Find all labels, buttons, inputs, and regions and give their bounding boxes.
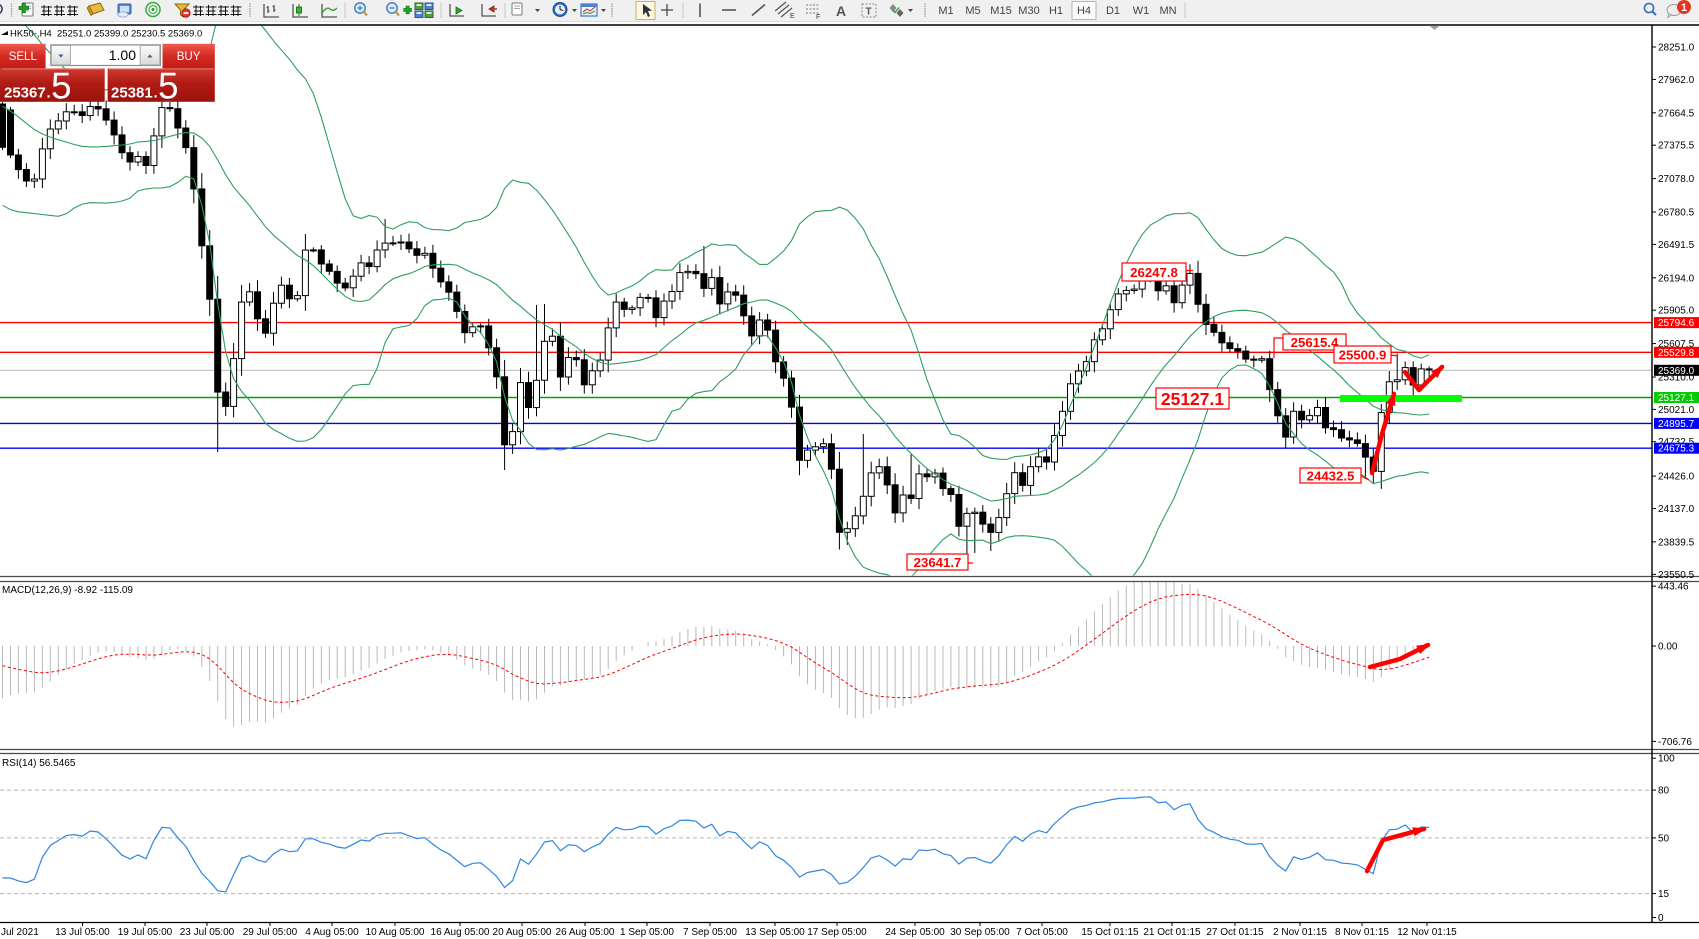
svg-text:2 Nov 01:15: 2 Nov 01:15: [1273, 927, 1327, 938]
svg-text:.: .: [154, 85, 158, 102]
svg-text:1 Sep 05:00: 1 Sep 05:00: [620, 927, 674, 938]
svg-text:1: 1: [1681, 2, 1687, 14]
svg-text:26194.0: 26194.0: [1658, 273, 1695, 284]
svg-text:M5: M5: [965, 5, 980, 17]
svg-text:19 Jul 05:00: 19 Jul 05:00: [118, 927, 173, 938]
svg-text:5: 5: [51, 66, 72, 107]
svg-text:7 Sep 05:00: 7 Sep 05:00: [683, 927, 737, 938]
svg-text:M30: M30: [1018, 5, 1039, 17]
svg-text:8 Nov 01:15: 8 Nov 01:15: [1335, 927, 1389, 938]
svg-text:BUY: BUY: [177, 51, 201, 63]
svg-text:1.00: 1.00: [109, 47, 136, 63]
svg-text:16 Aug 05:00: 16 Aug 05:00: [431, 927, 490, 938]
svg-text:W1: W1: [1133, 5, 1150, 17]
svg-text:.: .: [47, 85, 51, 102]
svg-text:25615.4: 25615.4: [1291, 335, 1339, 350]
svg-text:15: 15: [1658, 889, 1670, 900]
svg-text:25367: 25367: [4, 85, 46, 102]
svg-text:-706.76: -706.76: [1658, 737, 1692, 748]
svg-text:24426.0: 24426.0: [1658, 472, 1695, 483]
svg-text:100: 100: [1658, 754, 1675, 765]
svg-text:24137.0: 24137.0: [1658, 504, 1695, 515]
svg-text:D1: D1: [1106, 5, 1120, 17]
svg-text:HK50-,H4 25251.0 25399.0 2523: HK50-,H4 25251.0 25399.0 25230.5 25369.0: [10, 29, 202, 40]
svg-text:25905.0: 25905.0: [1658, 306, 1695, 317]
svg-text:H4: H4: [1077, 5, 1091, 17]
svg-text:30 Sep 05:00: 30 Sep 05:00: [950, 927, 1010, 938]
svg-text:MACD(12,26,9) -8.92 -115.09: MACD(12,26,9) -8.92 -115.09: [2, 585, 133, 596]
svg-text:26780.5: 26780.5: [1658, 208, 1695, 219]
svg-text:27664.5: 27664.5: [1658, 108, 1695, 119]
svg-text:10 Aug 05:00: 10 Aug 05:00: [366, 927, 425, 938]
svg-text:MN: MN: [1159, 5, 1176, 17]
svg-text:26491.5: 26491.5: [1658, 240, 1695, 251]
svg-text:27078.0: 27078.0: [1658, 174, 1695, 185]
svg-text:RSI(14) 56.5465: RSI(14) 56.5465: [2, 758, 76, 769]
svg-text:24895.7: 24895.7: [1658, 419, 1695, 430]
svg-text:20 Aug 05:00: 20 Aug 05:00: [493, 927, 552, 938]
svg-text:25127.1: 25127.1: [1658, 393, 1695, 404]
svg-text:25381: 25381: [111, 85, 153, 102]
svg-text:25794.6: 25794.6: [1658, 318, 1695, 329]
svg-text:23839.5: 23839.5: [1658, 537, 1695, 548]
svg-text:25500.9: 25500.9: [1339, 347, 1387, 362]
svg-text:23550.5: 23550.5: [1658, 570, 1695, 581]
svg-text:15 Oct 01:15: 15 Oct 01:15: [1081, 927, 1139, 938]
svg-text:23 Jul 05:00: 23 Jul 05:00: [180, 927, 235, 938]
svg-text:24 Sep 05:00: 24 Sep 05:00: [885, 927, 945, 938]
svg-text:23641.7: 23641.7: [914, 555, 962, 570]
svg-text:443.46: 443.46: [1658, 582, 1689, 593]
svg-text:25529.8: 25529.8: [1658, 348, 1695, 359]
svg-text:T: T: [866, 7, 872, 18]
svg-text:A: A: [836, 3, 846, 19]
svg-text:17 Sep 05:00: 17 Sep 05:00: [807, 927, 867, 938]
svg-text:5: 5: [158, 66, 179, 107]
svg-text:4 Aug 05:00: 4 Aug 05:00: [305, 927, 359, 938]
svg-text:12 Nov 01:15: 12 Nov 01:15: [1397, 927, 1457, 938]
svg-text:7 Oct 05:00: 7 Oct 05:00: [1016, 927, 1068, 938]
svg-text:13 Sep 05:00: 13 Sep 05:00: [745, 927, 805, 938]
svg-text:0.00: 0.00: [1658, 642, 1678, 653]
svg-text:Jul 2021: Jul 2021: [1, 927, 39, 938]
svg-text:SELL: SELL: [9, 51, 38, 63]
svg-text:50: 50: [1658, 833, 1670, 844]
svg-text:27375.5: 27375.5: [1658, 141, 1695, 152]
svg-text:25127.1: 25127.1: [1161, 389, 1225, 409]
svg-text:M1: M1: [938, 5, 953, 17]
svg-text:0: 0: [1658, 913, 1664, 924]
svg-text:28251.0: 28251.0: [1658, 43, 1695, 54]
svg-text:F: F: [816, 14, 820, 21]
svg-text:25310.0: 25310.0: [1658, 373, 1695, 384]
svg-text:E: E: [790, 13, 795, 20]
svg-text:24675.3: 24675.3: [1658, 444, 1695, 455]
svg-text:25021.0: 25021.0: [1658, 405, 1695, 416]
svg-text:25607.5: 25607.5: [1658, 339, 1695, 350]
svg-text:24432.5: 24432.5: [1307, 468, 1355, 483]
svg-text:13 Jul 05:00: 13 Jul 05:00: [55, 927, 110, 938]
svg-text:21 Oct 01:15: 21 Oct 01:15: [1143, 927, 1201, 938]
svg-text:26247.8: 26247.8: [1130, 265, 1178, 280]
svg-text:27 Oct 01:15: 27 Oct 01:15: [1206, 927, 1264, 938]
svg-text:M15: M15: [990, 5, 1011, 17]
svg-text:26 Aug 05:00: 26 Aug 05:00: [556, 927, 615, 938]
svg-text:H1: H1: [1049, 5, 1063, 17]
svg-text:27962.0: 27962.0: [1658, 75, 1695, 86]
svg-text:25369.0: 25369.0: [1658, 366, 1695, 377]
svg-text:29 Jul 05:00: 29 Jul 05:00: [243, 927, 298, 938]
svg-text:80: 80: [1658, 786, 1670, 797]
